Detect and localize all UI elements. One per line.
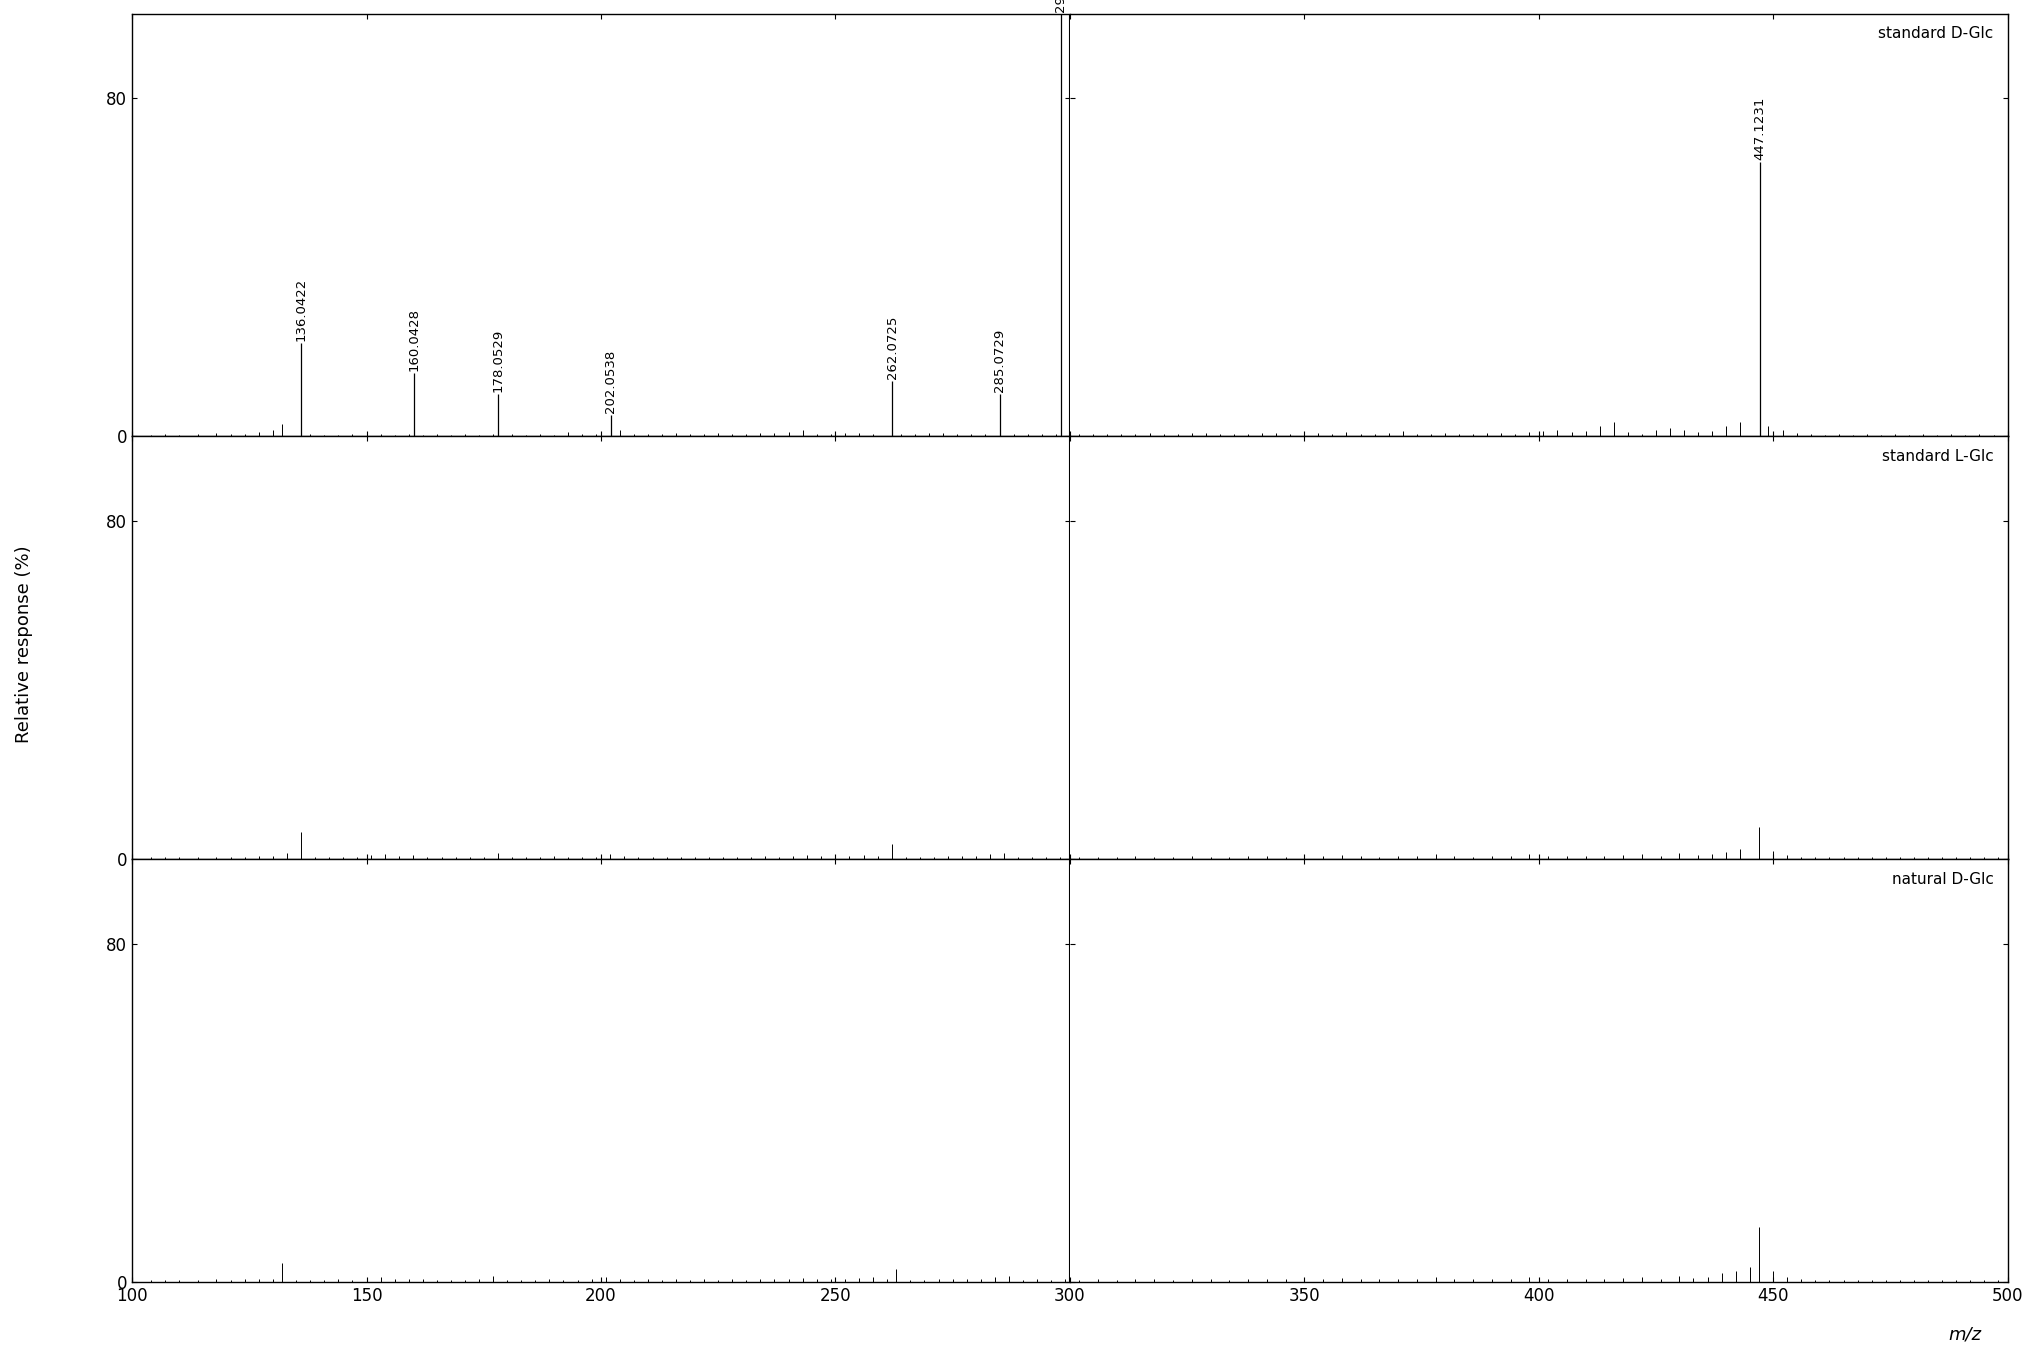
Text: 202.0538: 202.0538 bbox=[604, 350, 618, 413]
Text: standard L-Glc: standard L-Glc bbox=[1882, 450, 1993, 465]
Text: 285.0729: 285.0729 bbox=[994, 329, 1006, 392]
Text: natural D-Glc: natural D-Glc bbox=[1892, 872, 1993, 887]
Text: Relative response (%): Relative response (%) bbox=[16, 546, 33, 743]
Text: 447.1231: 447.1231 bbox=[1754, 96, 1766, 159]
Text: 178.0529: 178.0529 bbox=[492, 329, 504, 392]
Text: 262.0725: 262.0725 bbox=[886, 315, 898, 380]
Text: 298.0954: 298.0954 bbox=[1055, 0, 1067, 11]
Text: 136.0422: 136.0422 bbox=[295, 278, 307, 341]
Text: m/z: m/z bbox=[1949, 1326, 1981, 1344]
Text: standard D-Glc: standard D-Glc bbox=[1878, 26, 1993, 41]
Text: 160.0428: 160.0428 bbox=[406, 308, 421, 372]
